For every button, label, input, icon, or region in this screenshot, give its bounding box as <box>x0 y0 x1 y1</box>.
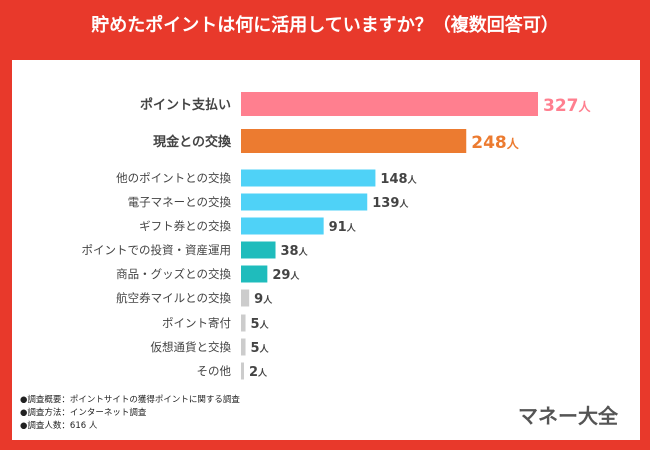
bar <box>241 338 246 356</box>
category-label: 仮想通貨と交換 <box>151 340 232 354</box>
bar <box>241 265 268 283</box>
value-label: 139人 <box>372 196 409 211</box>
category-label: 航空券マイルとの交換 <box>116 291 231 305</box>
value-label: 91人 <box>329 220 357 235</box>
value-label: 38人 <box>281 244 309 259</box>
bar <box>241 241 276 259</box>
category-label: 商品・グッズとの交換 <box>116 267 231 281</box>
note-count: ●調査人数：616 人 <box>20 421 98 431</box>
bar <box>241 193 368 211</box>
brand-logo: マネー大全 <box>518 404 618 428</box>
note-overview: ●調査概要：ポイントサイトの獲得ポイントに関する調査 <box>20 395 240 405</box>
bar <box>241 314 246 332</box>
bar <box>241 289 250 307</box>
value-label: 327人 <box>543 96 592 116</box>
value-label: 2人 <box>249 365 268 380</box>
survey-notes: ●調査概要：ポイントサイトの獲得ポイントに関する調査 ●調査方法：インターネット… <box>20 394 240 433</box>
category-label: ギフト券との交換 <box>139 219 231 233</box>
chart-panel <box>12 60 640 440</box>
bar <box>241 129 467 153</box>
chart-title: 貯めたポイントは何に活用していますか？（複数回答可） <box>91 15 559 36</box>
bar <box>241 362 244 380</box>
value-label: 9人 <box>254 292 273 307</box>
bar <box>241 217 324 235</box>
value-label: 148人 <box>380 172 417 187</box>
bar <box>241 92 538 116</box>
category-label: 電子マネーとの交換 <box>128 195 232 209</box>
value-label: 5人 <box>251 341 270 356</box>
note-method: ●調査方法：インターネット調査 <box>20 408 147 418</box>
value-label: 248人 <box>471 133 519 153</box>
category-label: ポイント支払い <box>140 97 231 113</box>
category-label: 他のポイントとの交換 <box>116 171 231 185</box>
value-label: 5人 <box>251 317 270 332</box>
category-label: ポイントでの投資・資産運用 <box>82 243 232 257</box>
category-label: ポイント寄付 <box>162 316 231 330</box>
category-label: 現金との交換 <box>153 134 232 150</box>
bar <box>241 169 376 187</box>
value-label: 29人 <box>272 268 300 283</box>
category-label: その他 <box>197 364 232 378</box>
